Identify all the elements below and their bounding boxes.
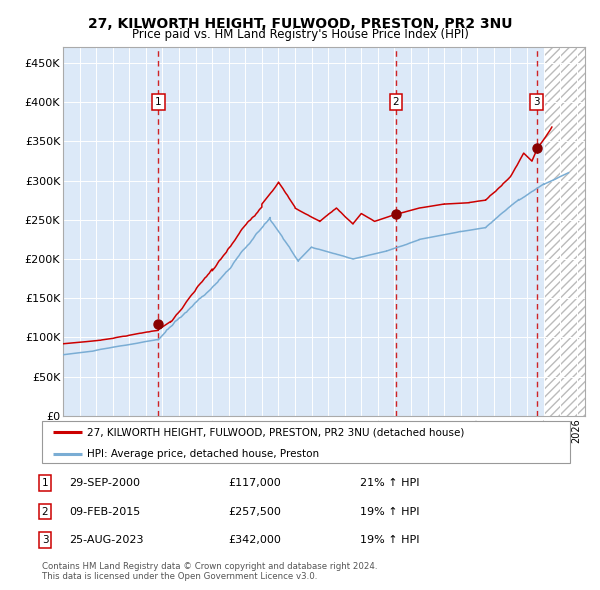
Text: HPI: Average price, detached house, Preston: HPI: Average price, detached house, Pres… (87, 449, 319, 459)
Bar (544, 47, 585, 416)
Text: 27, KILWORTH HEIGHT, FULWOOD, PRESTON, PR2 3NU: 27, KILWORTH HEIGHT, FULWOOD, PRESTON, P… (88, 17, 512, 31)
Text: 19% ↑ HPI: 19% ↑ HPI (360, 535, 419, 545)
FancyBboxPatch shape (42, 421, 570, 463)
Text: 2: 2 (41, 507, 49, 516)
Text: 29-SEP-2000: 29-SEP-2000 (69, 478, 140, 488)
Text: 3: 3 (533, 97, 540, 107)
Text: 09-FEB-2015: 09-FEB-2015 (69, 507, 140, 516)
Text: £257,500: £257,500 (228, 507, 281, 516)
Text: £342,000: £342,000 (228, 535, 281, 545)
Bar (544, 47, 585, 416)
Text: 2: 2 (392, 97, 399, 107)
Text: 25-AUG-2023: 25-AUG-2023 (69, 535, 143, 545)
Text: 1: 1 (41, 478, 49, 488)
Text: Price paid vs. HM Land Registry's House Price Index (HPI): Price paid vs. HM Land Registry's House … (131, 28, 469, 41)
Text: 1: 1 (155, 97, 161, 107)
Text: Contains HM Land Registry data © Crown copyright and database right 2024.
This d: Contains HM Land Registry data © Crown c… (42, 562, 377, 581)
Text: 21% ↑ HPI: 21% ↑ HPI (360, 478, 419, 488)
Text: 27, KILWORTH HEIGHT, FULWOOD, PRESTON, PR2 3NU (detached house): 27, KILWORTH HEIGHT, FULWOOD, PRESTON, P… (87, 427, 464, 437)
Text: 19% ↑ HPI: 19% ↑ HPI (360, 507, 419, 516)
Text: £117,000: £117,000 (228, 478, 281, 488)
Text: 3: 3 (41, 535, 49, 545)
